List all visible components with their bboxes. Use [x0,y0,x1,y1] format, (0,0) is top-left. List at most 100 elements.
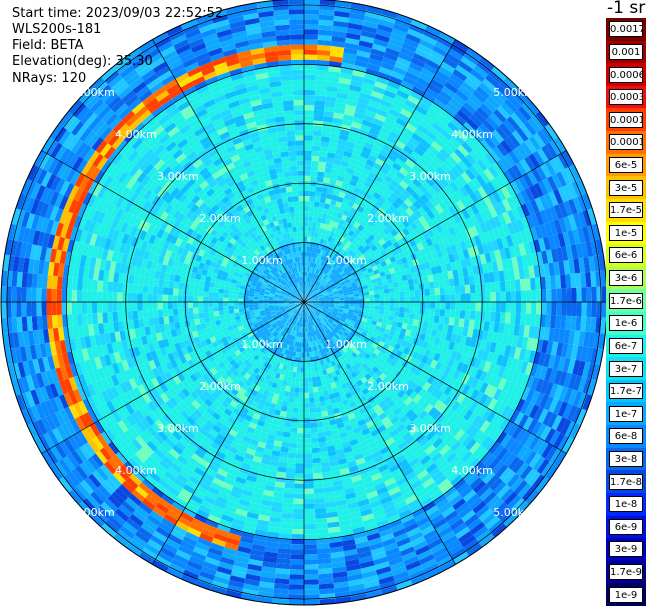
polar-gate [68,489,83,505]
polar-gate [488,205,498,218]
polar-gate [437,459,450,471]
polar-gate [155,395,166,406]
polar-gate [353,111,365,120]
polar-gate [240,340,247,347]
polar-gate [329,344,335,351]
polar-gate [304,120,314,126]
polar-gate [279,352,285,359]
polar-gate [361,119,373,128]
polar-gate [304,236,308,242]
polar-gate [394,61,409,72]
polar-gate [354,302,360,305]
polar-gate [160,373,169,383]
polar-gate [343,292,349,296]
polar-gate [435,370,444,381]
polar-gate [296,438,304,444]
polar-gate [292,314,297,320]
polar-gate [412,394,422,404]
polar-gate [350,153,361,161]
polar-gate [245,516,258,525]
polar-gate [396,504,410,515]
polar-gate [283,313,289,318]
polar-gate [289,386,296,393]
polar-gate [309,412,317,418]
polar-gate [590,317,597,333]
polar-gate [463,52,480,66]
polar-gate [524,362,534,376]
polar-gate [476,60,492,75]
polar-gate [344,553,359,562]
polar-gate [486,494,501,509]
polar-gate [488,271,495,283]
polar-gate [328,142,338,149]
polar-gate [358,365,365,373]
polar-gate [452,269,459,279]
polar-gate [483,168,495,181]
polar-gate [488,70,504,85]
polar-gate [535,211,545,226]
polar-gate [265,312,271,317]
polar-gate [203,357,211,366]
polar-gate [188,351,197,360]
polar-gate [319,302,325,305]
polar-gate [382,162,393,171]
polar-gate [384,140,395,149]
polar-gate [312,386,319,393]
polar-gate [282,313,288,317]
polar-gate [330,284,336,289]
polar-gate [315,70,329,76]
polar-gate [349,296,355,300]
polar-gate [317,307,323,311]
polar-gate [298,321,301,327]
polar-gate [308,302,314,305]
polar-gate [264,330,271,336]
polar-gate [398,286,405,292]
polar-gate [582,361,591,378]
polar-gate [304,579,319,585]
polar-gate [231,323,238,330]
polar-gate [158,498,172,510]
polar-gate [378,223,387,232]
polar-gate [404,99,418,110]
polar-gate [323,172,332,179]
polar-gate [519,465,533,480]
polar-gate [282,353,287,360]
polar-gate [404,302,411,308]
polar-gate [365,322,372,328]
polar-gate [330,261,336,267]
polar-gate [393,419,403,429]
polar-gate [438,256,446,266]
polar-gate [252,412,261,420]
polar-gate [339,297,345,301]
polar-gate [190,365,199,374]
polar-gate [276,345,282,352]
polar-gate [260,347,266,354]
polar-gate [321,280,327,286]
polar-gate [487,229,497,242]
polar-gate [249,465,260,473]
polar-gate [527,170,538,186]
polar-gate [265,357,272,364]
polar-gate [297,305,301,310]
polar-gate [515,398,526,413]
polar-gate [452,202,462,214]
polar-gate [306,293,311,299]
polar-gate [360,30,376,39]
polar-gate [510,302,517,314]
polar-gate [310,366,316,373]
polar-gate [296,305,301,310]
polar-gate [301,311,303,318]
polar-gate [549,448,563,465]
polar-gate [199,458,211,469]
polar-gate [517,106,532,121]
polar-gate [213,371,222,380]
polar-gate [421,254,429,263]
polar-gate [347,184,356,192]
polar-gate [73,402,84,417]
polar-gate [286,467,296,474]
polar-gate [385,387,394,396]
polar-gate [522,416,534,431]
polar-gate [402,467,415,477]
polar-gate [359,201,368,209]
polar-gate [399,47,415,58]
